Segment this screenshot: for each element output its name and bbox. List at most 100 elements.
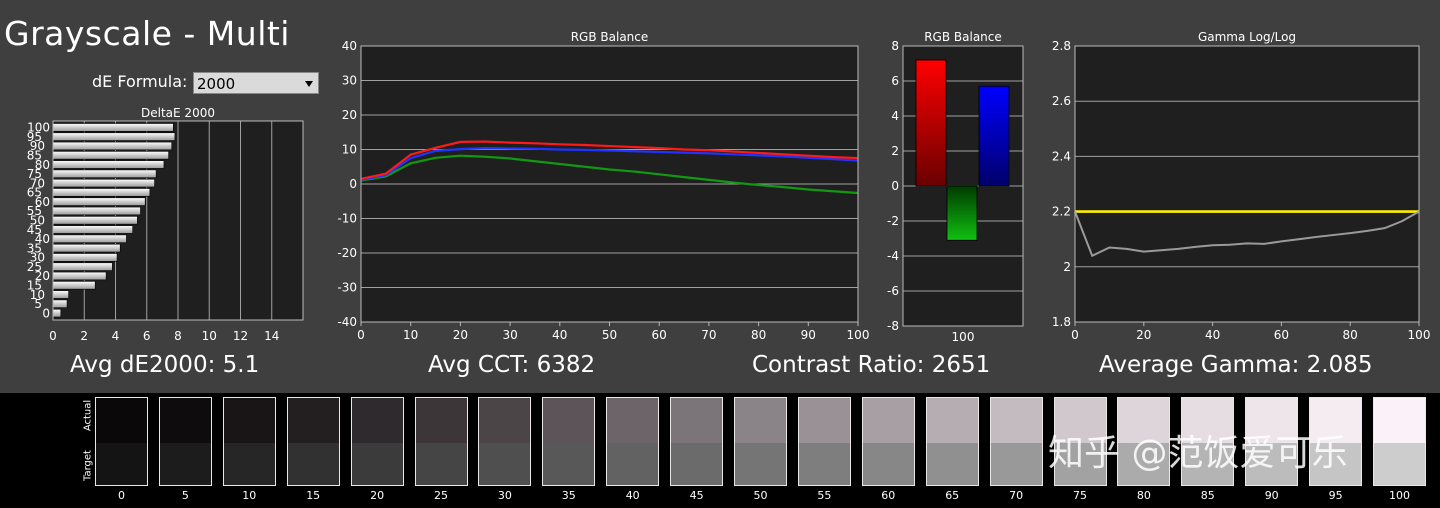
page-title: Grayscale - Multi bbox=[4, 14, 290, 53]
avg-cct-stat: Avg CCT: 6382 bbox=[428, 352, 596, 378]
swatch-level-label: 80 bbox=[1136, 489, 1151, 502]
gray-swatch bbox=[542, 397, 596, 486]
target-swatch bbox=[926, 443, 978, 485]
deltae-y-tick-label: 60 bbox=[35, 195, 50, 209]
deltae-bar bbox=[52, 299, 68, 309]
rgb-bar-plot-border bbox=[902, 45, 1024, 327]
deltae-y-tick-label: 70 bbox=[30, 176, 45, 190]
actual-swatch bbox=[287, 398, 339, 443]
deltae-bar bbox=[52, 308, 62, 318]
swatch-level-label: 50 bbox=[753, 489, 768, 502]
rgb-bar-chart-title: RGB Balance bbox=[924, 30, 1002, 44]
gamma-y-tick-label: 2.6 bbox=[1052, 94, 1071, 108]
rgb-line-x-tick-label: 30 bbox=[502, 328, 517, 342]
deltae-x-tick-label: 0 bbox=[49, 329, 57, 343]
gray-swatch bbox=[989, 397, 1043, 486]
actual-swatch bbox=[479, 398, 531, 443]
deltae-y-tick-label: 20 bbox=[35, 269, 50, 283]
rgb-bar-y-tick-label: 2 bbox=[891, 144, 899, 158]
deltae-bar bbox=[52, 290, 69, 299]
deltae-bar bbox=[52, 169, 157, 179]
rgb-line-plot-border bbox=[360, 45, 859, 323]
actual-swatch bbox=[990, 398, 1042, 443]
deltae-y-tick-label: 80 bbox=[35, 158, 50, 172]
deltae-x-tick-label: 10 bbox=[202, 329, 217, 343]
actual-swatch bbox=[862, 398, 914, 443]
deltae-bar bbox=[52, 178, 155, 188]
target-swatch bbox=[415, 443, 467, 485]
deltae-y-tick-label: 5 bbox=[34, 297, 42, 311]
deltae-bar bbox=[52, 206, 141, 216]
rgb-bar-y-tick-label: -6 bbox=[887, 284, 899, 298]
swatch-level-label: 75 bbox=[1073, 489, 1087, 502]
gamma-x-tick-label: 80 bbox=[1343, 328, 1358, 342]
gamma-y-tick-label: 2.2 bbox=[1052, 205, 1071, 219]
target-swatch bbox=[1310, 443, 1362, 485]
blue-balance-bar bbox=[978, 85, 1010, 187]
deltae-y-tick-label: 50 bbox=[30, 214, 45, 228]
deltae-y-tick-label: 90 bbox=[30, 139, 45, 153]
gray-swatch bbox=[95, 397, 148, 486]
rgb-bar-category-label: 100 bbox=[952, 330, 975, 344]
actual-swatch bbox=[96, 398, 147, 443]
rgb-bar-y-tick-label: 0 bbox=[891, 179, 899, 193]
deltae-bar bbox=[52, 151, 169, 160]
swatch-level-label: 100 bbox=[1389, 489, 1410, 502]
deltae-y-tick-label: 65 bbox=[27, 186, 42, 200]
rgb-line-y-tick-label: 0 bbox=[349, 177, 357, 191]
target-swatch bbox=[607, 443, 659, 485]
rgb-line-y-tick-label: -40 bbox=[337, 315, 357, 329]
green-series-line bbox=[360, 154, 859, 195]
de-formula-label: dE Formula: bbox=[92, 72, 188, 91]
gray-swatch bbox=[861, 397, 915, 486]
actual-swatch bbox=[607, 398, 659, 443]
rgb-line-x-tick-label: 10 bbox=[403, 328, 418, 342]
actual-swatch bbox=[351, 398, 403, 443]
deltae-bar bbox=[52, 225, 133, 234]
gray-swatch bbox=[670, 397, 724, 486]
gray-swatch bbox=[925, 397, 979, 486]
target-swatch bbox=[223, 443, 275, 485]
target-swatch bbox=[1182, 443, 1234, 485]
rgb-line-x-tick-label: 90 bbox=[801, 328, 816, 342]
deltae-x-tick-label: 2 bbox=[80, 329, 88, 343]
deltae-y-tick-label: 45 bbox=[27, 223, 42, 237]
actual-swatch bbox=[798, 398, 850, 443]
actual-swatch bbox=[1374, 398, 1425, 443]
deltae-x-tick-label: 14 bbox=[264, 329, 279, 343]
swatch-level-label: 90 bbox=[1264, 489, 1279, 502]
gray-swatch bbox=[734, 397, 787, 486]
deltae-y-tick-label: 10 bbox=[30, 288, 45, 302]
target-swatch bbox=[96, 443, 147, 485]
deltae-bar bbox=[52, 281, 96, 290]
de-formula-select[interactable]: 2000 bbox=[193, 72, 319, 94]
deltae-y-tick-label: 95 bbox=[27, 130, 42, 144]
deltae-bar bbox=[52, 234, 127, 244]
rgb-line-chart-title: RGB Balance bbox=[571, 30, 649, 44]
gamma-y-tick-label: 2.4 bbox=[1052, 149, 1071, 163]
gamma-x-tick-label: 20 bbox=[1136, 328, 1151, 342]
rgb-line-y-tick-label: 40 bbox=[342, 39, 357, 53]
deltae-bar bbox=[52, 123, 174, 132]
rgb-bar-y-tick-label: -2 bbox=[887, 214, 899, 228]
rgb-line-x-tick-label: 70 bbox=[701, 328, 716, 342]
gamma-x-tick-label: 100 bbox=[1408, 328, 1431, 342]
gray-swatch bbox=[797, 397, 851, 486]
swatch-level-label: 60 bbox=[881, 489, 896, 502]
rgb-line-x-tick-label: 40 bbox=[552, 328, 567, 342]
green-balance-bar bbox=[946, 185, 978, 241]
actual-swatch bbox=[926, 398, 978, 443]
target-swatch bbox=[1118, 443, 1170, 485]
chevron-down-icon[interactable] bbox=[305, 81, 313, 87]
rgb-line-y-tick-label: -20 bbox=[337, 246, 357, 260]
rgb-bar-y-tick-label: 6 bbox=[891, 74, 899, 88]
contrast-ratio-stat: Contrast Ratio: 2651 bbox=[752, 352, 991, 378]
gray-swatch bbox=[478, 397, 532, 486]
deltae-y-tick-label: 40 bbox=[35, 232, 50, 246]
rgb-line-y-tick-label: 20 bbox=[342, 108, 357, 122]
deltae-bar bbox=[52, 243, 121, 253]
rgb-bar-y-tick-label: -8 bbox=[887, 319, 899, 333]
gamma-y-tick-label: 2 bbox=[1063, 260, 1071, 274]
target-swatch bbox=[287, 443, 339, 485]
